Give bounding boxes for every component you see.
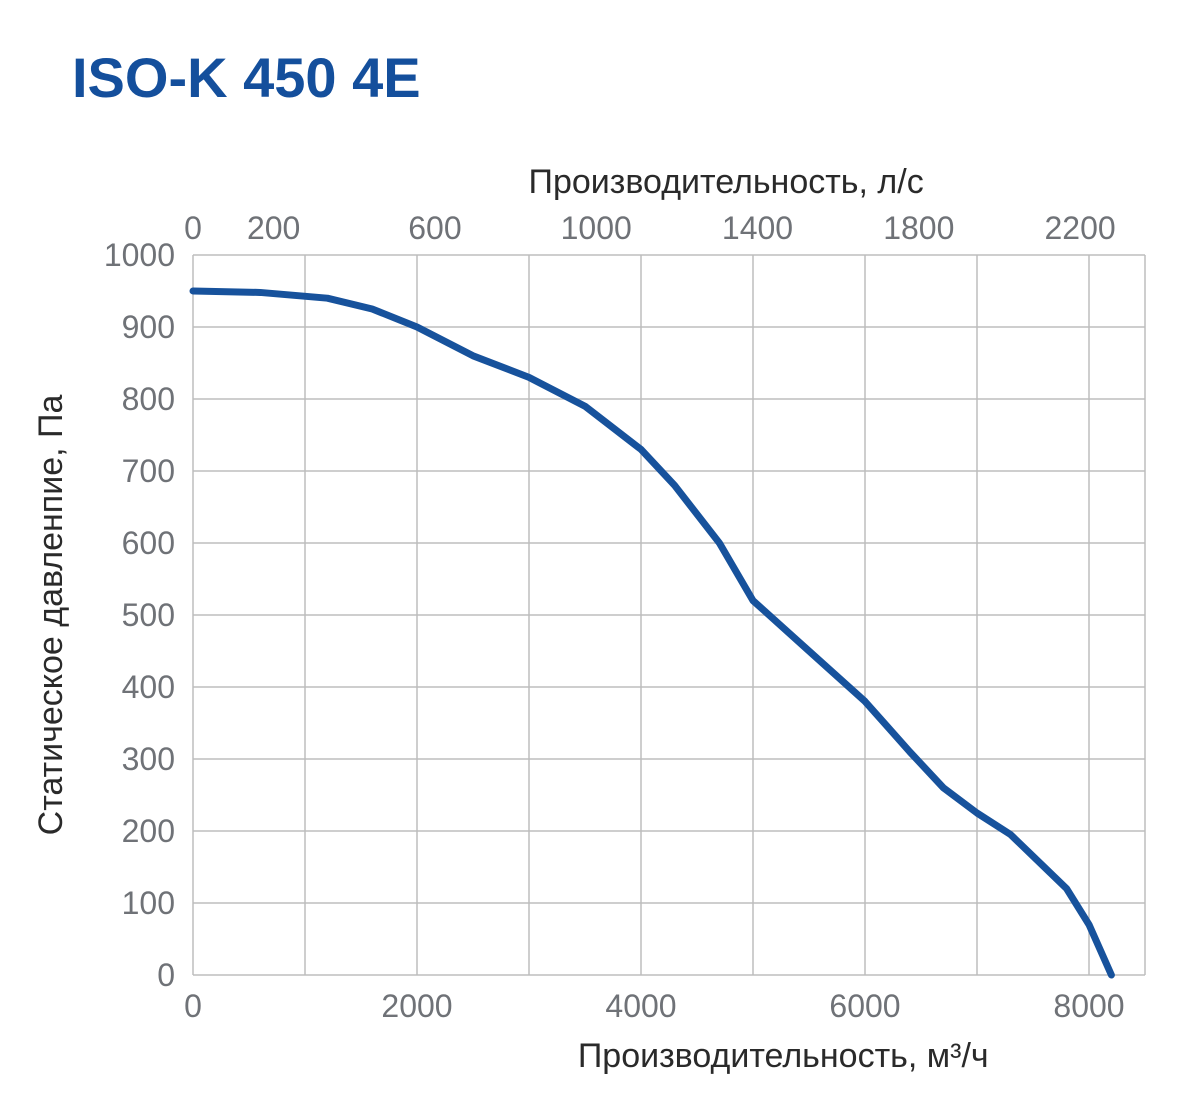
y-tick-label: 0	[157, 957, 175, 993]
x-bottom-tick-label: 8000	[1053, 988, 1124, 1024]
x-bottom-tick-label: 6000	[829, 988, 900, 1024]
x-bottom-tick-label: 0	[184, 988, 202, 1024]
x-bottom-axis-label: Производительность, м³/ч	[578, 1037, 989, 1075]
y-tick-label: 800	[122, 381, 175, 417]
y-tick-label: 1000	[104, 237, 175, 273]
y-tick-label: 600	[122, 525, 175, 561]
y-tick-label: 700	[122, 453, 175, 489]
y-axis-label: Статическое давленпие, Па	[32, 395, 70, 836]
y-tick-label: 300	[122, 741, 175, 777]
x-bottom-tick-label: 4000	[605, 988, 676, 1024]
x-top-axis-label: Производительность, л/с	[529, 163, 924, 201]
y-tick-label: 100	[122, 885, 175, 921]
x-top-tick-label: 600	[408, 210, 461, 246]
performance-chart: 0100200300400500600700800900100002000400…	[0, 0, 1200, 1109]
x-top-tick-label: 1000	[561, 210, 632, 246]
y-tick-label: 400	[122, 669, 175, 705]
y-tick-label: 200	[122, 813, 175, 849]
x-top-tick-label: 1400	[722, 210, 793, 246]
x-top-tick-label: 2200	[1044, 210, 1115, 246]
x-top-tick-label: 200	[247, 210, 300, 246]
y-tick-label: 900	[122, 309, 175, 345]
x-bottom-tick-label: 2000	[381, 988, 452, 1024]
x-top-tick-label: 0	[184, 210, 202, 246]
x-top-tick-label: 1800	[883, 210, 954, 246]
performance-curve	[193, 291, 1111, 975]
y-tick-label: 500	[122, 597, 175, 633]
